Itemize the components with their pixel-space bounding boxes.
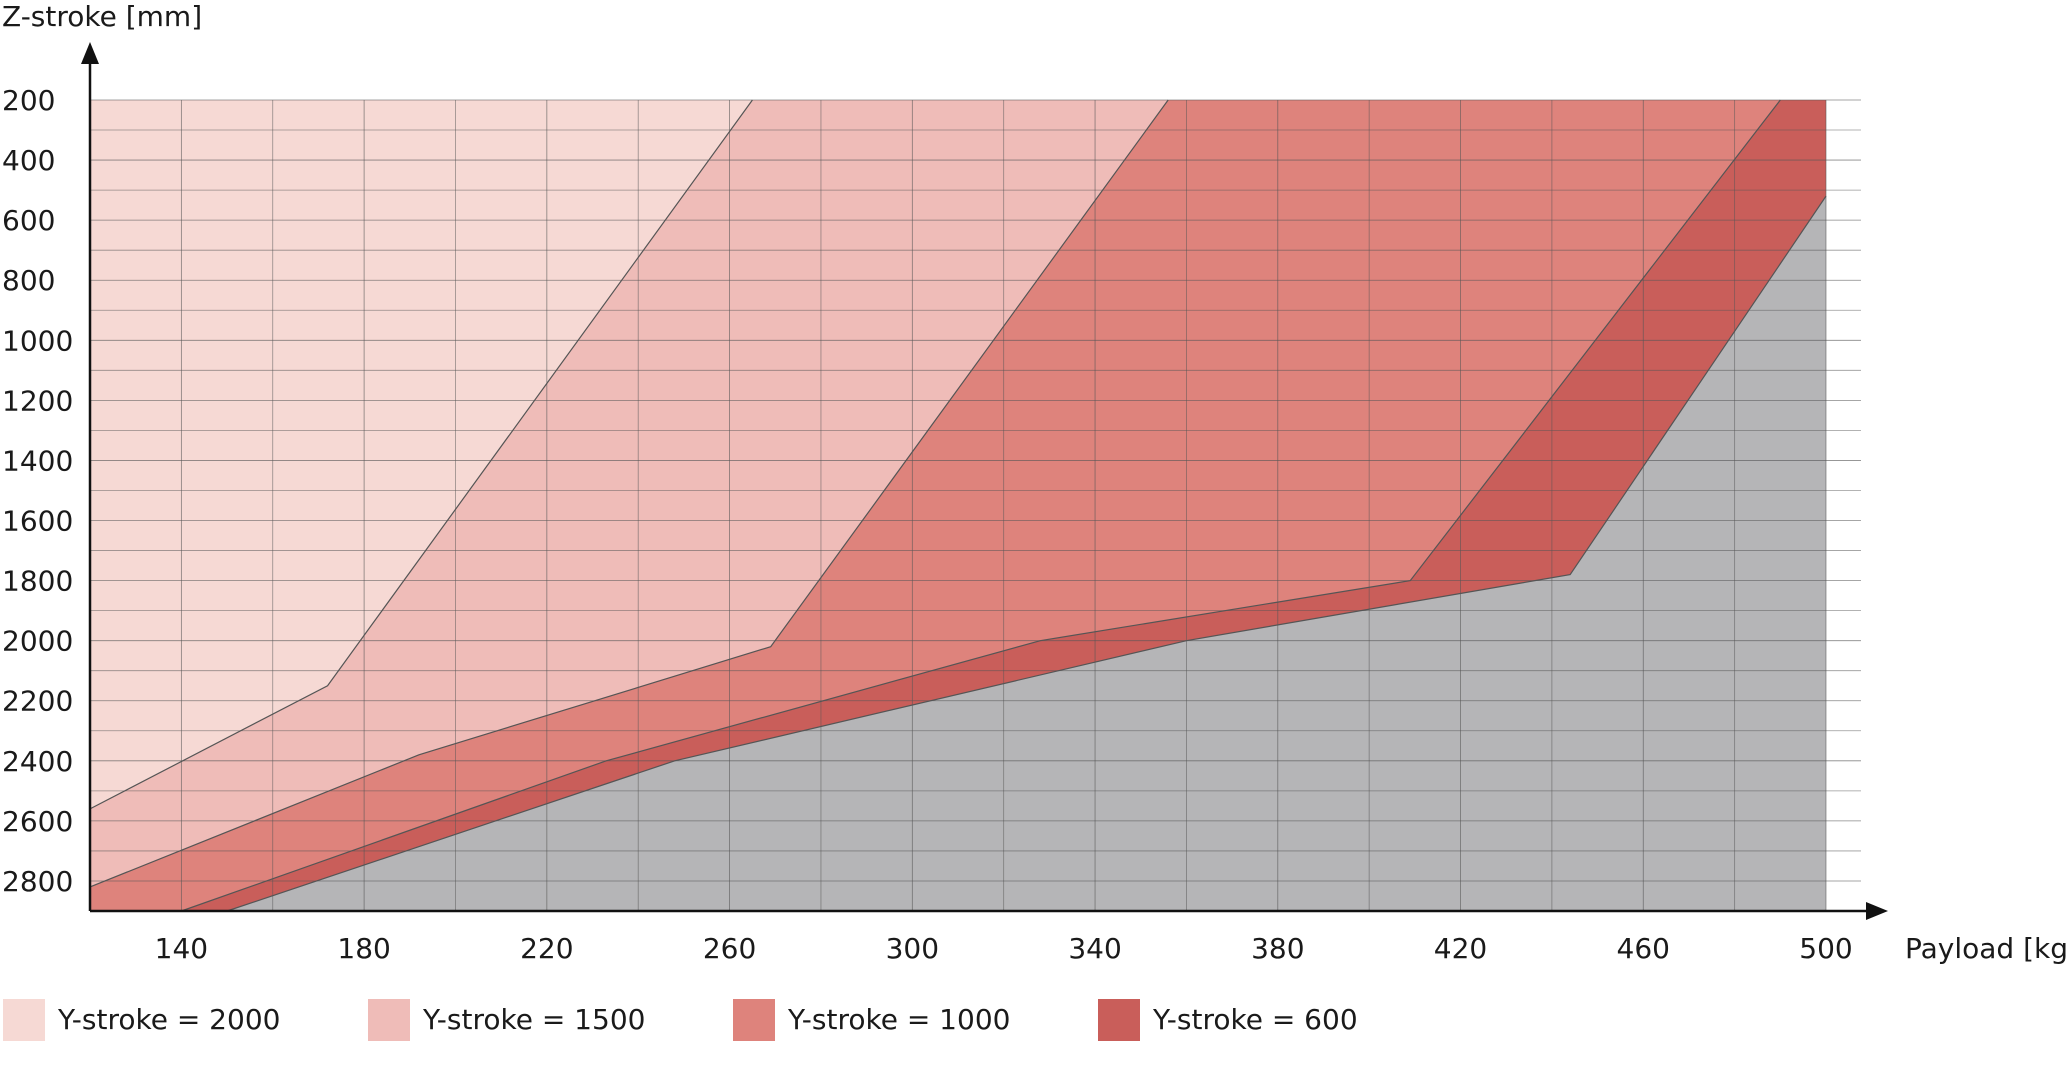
x-axis-label: Payload [kg] — [1905, 932, 2069, 965]
area-fill — [90, 100, 753, 809]
area-boundary — [89, 99, 1169, 888]
x-tick-label: 220 — [520, 932, 573, 965]
y-tick-label: 1000 — [2, 324, 73, 357]
y-axis-arrow — [81, 42, 99, 64]
x-tick-label: 340 — [1068, 932, 1121, 965]
x-tick-label: 500 — [1799, 932, 1852, 965]
area-boundary — [181, 99, 1781, 912]
area-boundary — [89, 99, 753, 810]
x-tick-label: 300 — [886, 932, 939, 965]
y-tick-label: 2000 — [2, 625, 73, 658]
y-tick-label: 2400 — [2, 745, 73, 778]
y-axis-label: Z-stroke [mm] — [2, 0, 202, 33]
y-tick-label: 600 — [2, 204, 55, 237]
x-tick-label: 260 — [703, 932, 756, 965]
y-tick-label: 1400 — [2, 444, 73, 477]
legend-label: Y-stroke = 600 — [1152, 1003, 1358, 1036]
y-tick-label: 800 — [2, 264, 55, 297]
y-tick-label: 400 — [2, 144, 55, 177]
x-tick-label: 420 — [1434, 932, 1487, 965]
x-tick-label: 460 — [1617, 932, 1670, 965]
area-boundary — [226, 195, 1827, 912]
y-tick-label: 2600 — [2, 805, 73, 838]
legend-label: Y-stroke = 1500 — [422, 1003, 645, 1036]
y-tick-label: 1200 — [2, 384, 73, 417]
legend-swatch — [3, 999, 45, 1041]
y-tick-label: 1800 — [2, 565, 73, 598]
legend-swatch — [1098, 999, 1140, 1041]
x-tick-label: 140 — [155, 932, 208, 965]
x-tick-label: 380 — [1251, 932, 1304, 965]
y-tick-label: 200 — [2, 84, 55, 117]
y-tick-label: 1600 — [2, 505, 73, 538]
y-tick-label: 2200 — [2, 685, 73, 718]
legend-label: Y-stroke = 2000 — [57, 1003, 280, 1036]
y-tick-label: 2800 — [2, 865, 73, 898]
x-tick-label: 180 — [337, 932, 390, 965]
x-axis-arrow — [1866, 902, 1888, 920]
legend-swatch — [733, 999, 775, 1041]
legend-label: Y-stroke = 1000 — [787, 1003, 1010, 1036]
legend-swatch — [368, 999, 410, 1041]
